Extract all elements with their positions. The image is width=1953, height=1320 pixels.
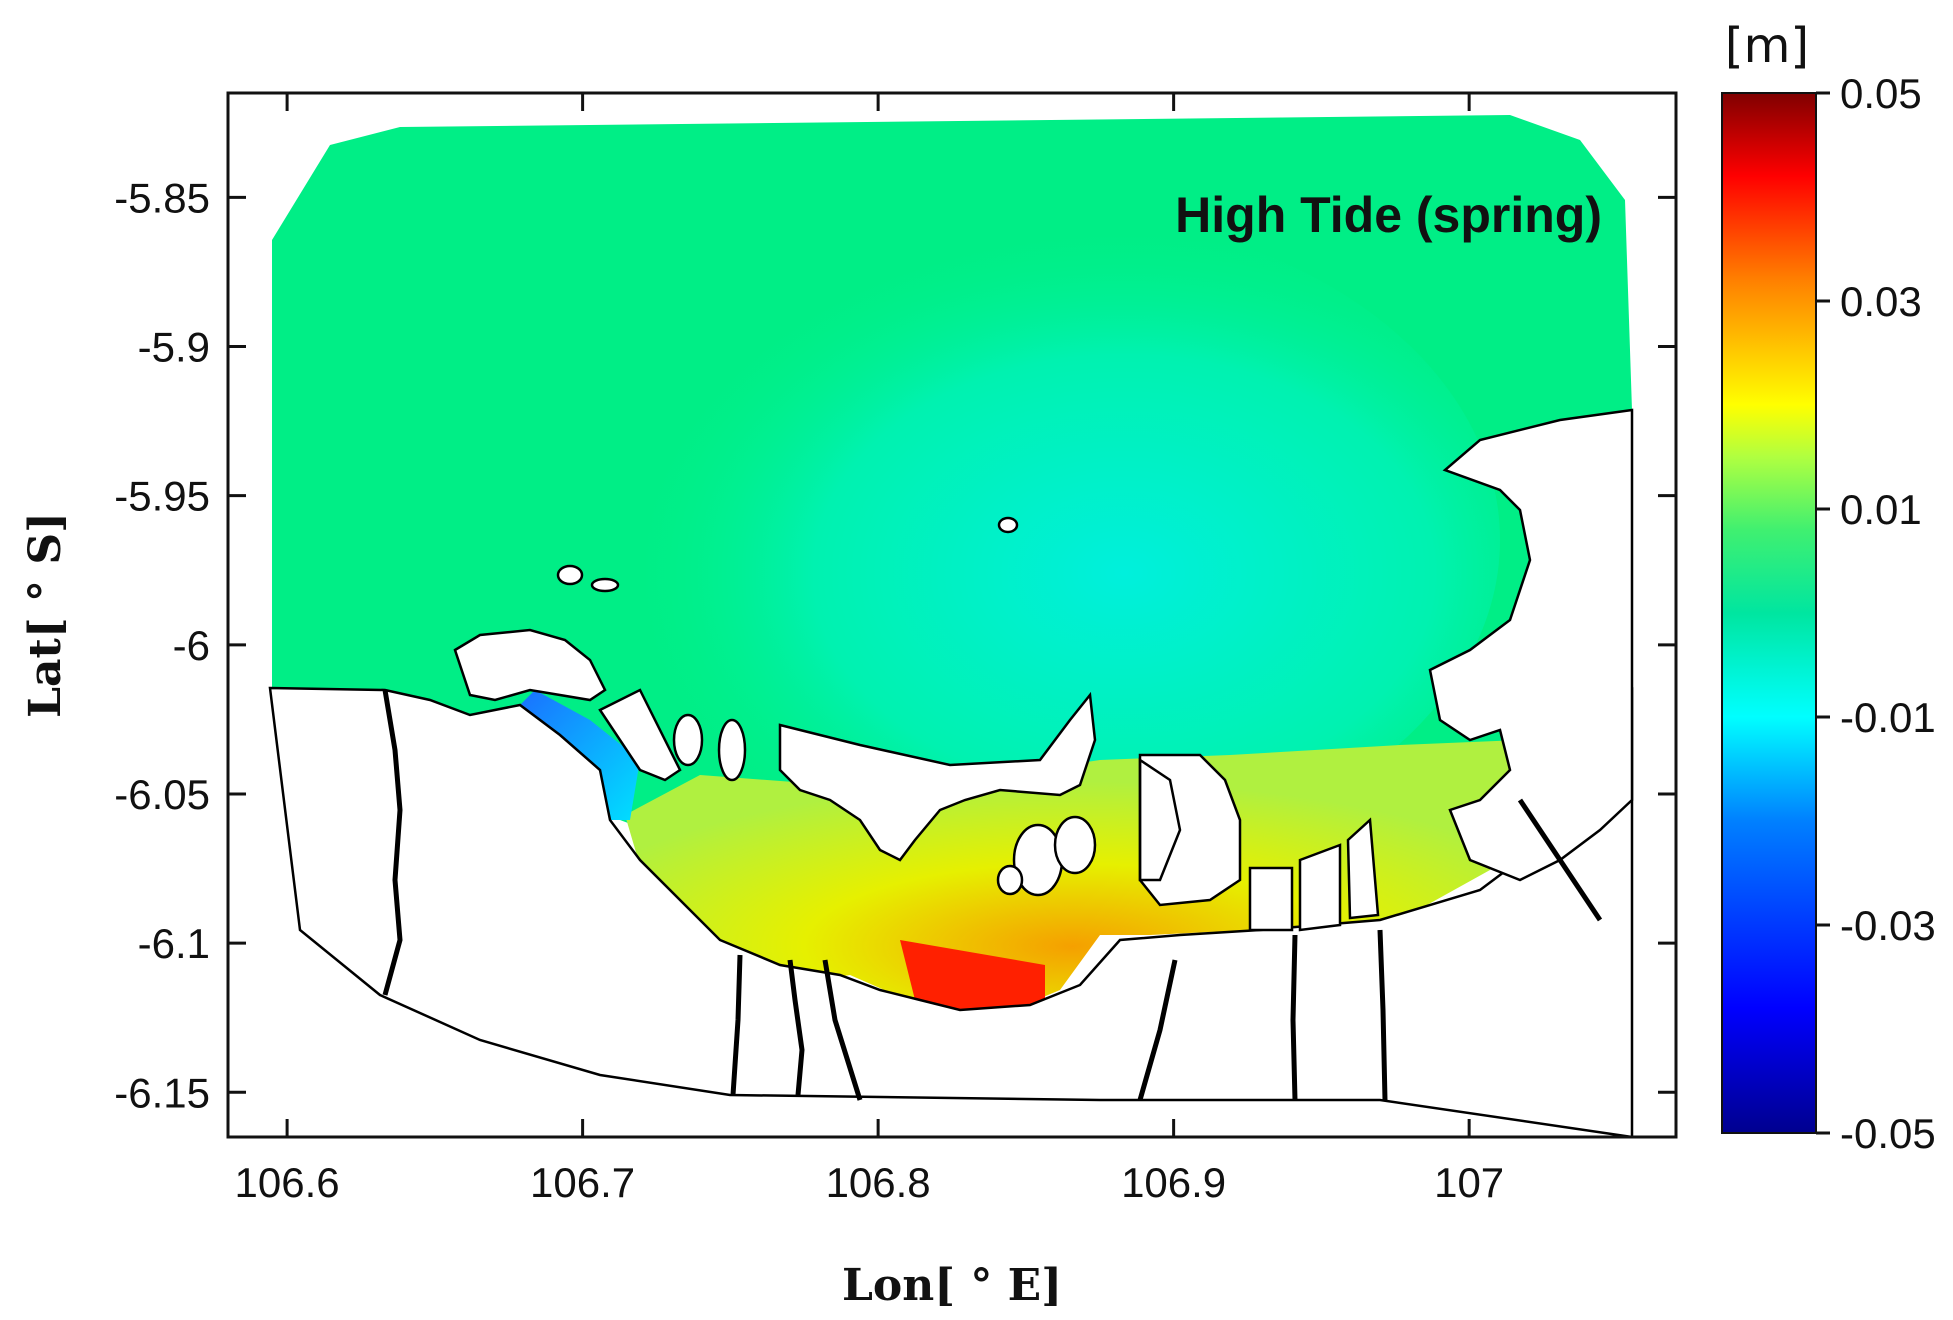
river-3 [787, 959, 805, 1096]
colorbar-ticks: 0.05 0.03 0.01 -0.01 -0.03 -0.05 [1816, 70, 1936, 1157]
port-dock-3 [1346, 817, 1380, 920]
x-tick-label: 107 [1434, 1159, 1504, 1206]
colorbar-tick-label: 0.03 [1840, 278, 1922, 325]
river-7 [1377, 929, 1388, 1101]
inner-islet-b [1053, 815, 1097, 875]
river-4 [822, 959, 863, 1101]
sea-core [560, 210, 1500, 870]
x-axis-ticks: 106.6 106.7 106.8 106.9 107 [235, 93, 1504, 1206]
colorbar-tick-label: -0.01 [1840, 694, 1936, 741]
reclaimed-island-west [453, 628, 607, 702]
river-5 [1137, 959, 1178, 1101]
east-headland [1428, 408, 1634, 882]
islet-3 [997, 516, 1019, 534]
colorbar-tick-label: -0.03 [1840, 902, 1936, 949]
x-tick-label: 106.9 [1121, 1159, 1226, 1206]
colorbar-tick-label: -0.05 [1840, 1110, 1936, 1157]
river-6 [1290, 934, 1298, 1101]
x-axis-title: Lon[ ° E] [842, 1260, 1062, 1311]
water-level-field [272, 115, 1632, 1020]
x-tick-label: 106.8 [826, 1159, 931, 1206]
y-axis-ticks: -5.85 -5.9 -5.95 -6 -6.05 -6.1 -6.15 [114, 174, 1676, 1116]
islet-5 [717, 718, 747, 782]
colorbar-unit: [m] [1725, 18, 1809, 74]
x-tick-label: 106.7 [530, 1159, 635, 1206]
y-tick-label: -5.85 [114, 174, 210, 221]
west-channel-blue [520, 690, 640, 820]
islet-4 [672, 713, 704, 767]
y-tick-label: -6.1 [138, 920, 210, 967]
south-pocket-red [900, 940, 1045, 1020]
river-8 [1517, 798, 1603, 922]
plot-frame [226, 91, 1678, 1139]
coastline-rivers [382, 689, 1603, 1101]
inner-islet-c [996, 864, 1024, 896]
panel-title: High Tide (spring) [1175, 187, 1602, 243]
islet-2 [590, 577, 620, 593]
y-tick-label: -5.95 [114, 473, 210, 520]
port-crescent [778, 691, 1097, 862]
port-dock-2 [1298, 843, 1342, 932]
colorbar [1721, 92, 1817, 1134]
north-shore-blocks [1138, 757, 1182, 882]
river-2 [730, 954, 743, 1096]
pier-block [598, 688, 682, 782]
y-tick-label: -6.15 [114, 1069, 210, 1116]
colorbar-tick-label: 0.01 [1840, 486, 1922, 533]
river-1 [382, 689, 403, 996]
y-tick-label: -6.05 [114, 771, 210, 818]
y-tick-label: -5.9 [138, 324, 210, 371]
y-axis-title: Lat[ ° S] [20, 512, 71, 718]
islet-1 [556, 564, 584, 586]
colorbar-tick-label: 0.05 [1840, 70, 1922, 117]
y-tick-label: -6 [173, 622, 210, 669]
x-tick-label: 106.6 [235, 1159, 340, 1206]
port-dock-1 [1248, 866, 1294, 932]
